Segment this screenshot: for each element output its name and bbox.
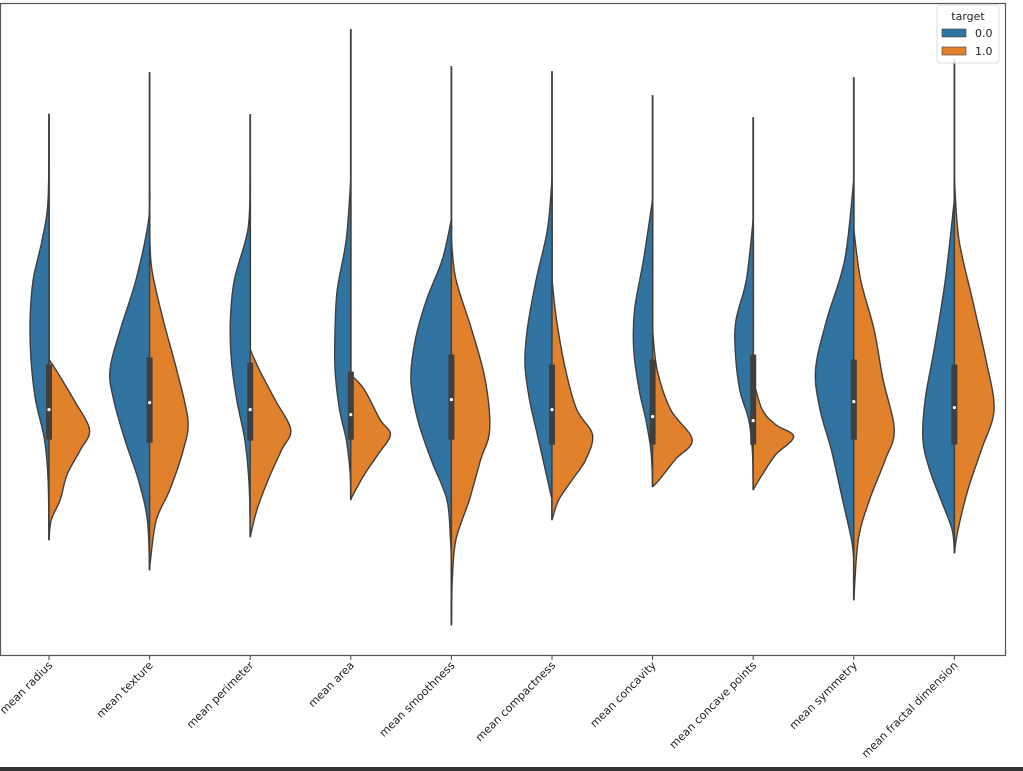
violin-half-0 [734, 218, 754, 481]
violin-half-0 [921, 198, 956, 554]
violin-median [952, 406, 957, 410]
x-tick-label: mean area [306, 659, 357, 710]
violin-box [951, 364, 958, 445]
violin-box [347, 371, 354, 440]
x-tick-label: mean concave points [667, 659, 760, 752]
legend: target 0.0 1.0 [936, 4, 1000, 64]
violin-half-0 [229, 178, 251, 521]
legend-title: target [951, 10, 985, 23]
window-border [0, 767, 1023, 771]
violin-9 [921, 59, 995, 554]
violin-half-0 [109, 178, 151, 571]
violin-half-1 [551, 278, 594, 521]
violin-half-0 [333, 178, 352, 491]
violin-half-0 [524, 178, 553, 501]
violin-box [549, 364, 555, 445]
x-tick-label: mean texture [94, 659, 156, 721]
x-tick-label: mean compactness [473, 659, 558, 744]
violin-median [349, 413, 353, 417]
violin-half-1 [48, 358, 91, 541]
legend-label-1: 1.0 [975, 45, 993, 58]
violin-half-0 [632, 198, 654, 481]
violin-1 [109, 72, 189, 571]
violin-half-1 [350, 373, 392, 501]
legend-swatch-1 [941, 46, 967, 56]
violin-half-1 [752, 378, 795, 491]
violin-median [148, 401, 152, 405]
x-tick-label: mean symmetry [787, 659, 861, 733]
violin-half-1 [148, 228, 189, 571]
x-tick-label: mean radius [0, 659, 55, 717]
violin-half-0 [29, 113, 50, 541]
violin-half-0 [410, 218, 453, 561]
violin-3 [333, 29, 392, 501]
violin-box [448, 354, 455, 440]
x-tick-label: mean perimeter [184, 659, 257, 732]
violin-2 [229, 114, 292, 538]
violin-box [649, 359, 656, 445]
violin-median [651, 415, 655, 419]
violin-4 [410, 66, 491, 626]
violin-median [852, 400, 856, 404]
axes-frame [0, 2, 1007, 657]
violin-half-1 [249, 348, 292, 538]
violin-5 [524, 71, 594, 521]
violin-7 [734, 117, 795, 491]
violin-median [550, 408, 554, 412]
violin-median [47, 408, 51, 412]
violin-box [46, 364, 52, 440]
violin-6 [632, 95, 693, 488]
violin-box [146, 357, 153, 443]
violin-median [751, 419, 755, 423]
violins-group [29, 29, 995, 626]
legend-swatch-0 [941, 28, 967, 38]
violin-8 [814, 77, 896, 601]
violin-half-1 [953, 178, 995, 554]
legend-label-0: 0.0 [975, 27, 993, 40]
x-tick-label: mean concavity [588, 659, 659, 730]
violin-median [248, 408, 252, 412]
violin-0 [29, 113, 91, 541]
violin-half-1 [853, 228, 896, 601]
violin-half-1 [651, 328, 693, 488]
x-axis: mean radius mean texture mean perimeter mea… [0, 655, 961, 760]
x-tick-label: mean fractal dimension [859, 659, 960, 760]
violin-half-0 [814, 178, 855, 561]
violin-median [449, 398, 453, 402]
violin-half-1 [450, 238, 491, 626]
violin-box [247, 362, 254, 441]
violin-box [850, 359, 857, 440]
x-tick-label: mean smoothness [377, 659, 458, 740]
violin-box [750, 354, 757, 445]
